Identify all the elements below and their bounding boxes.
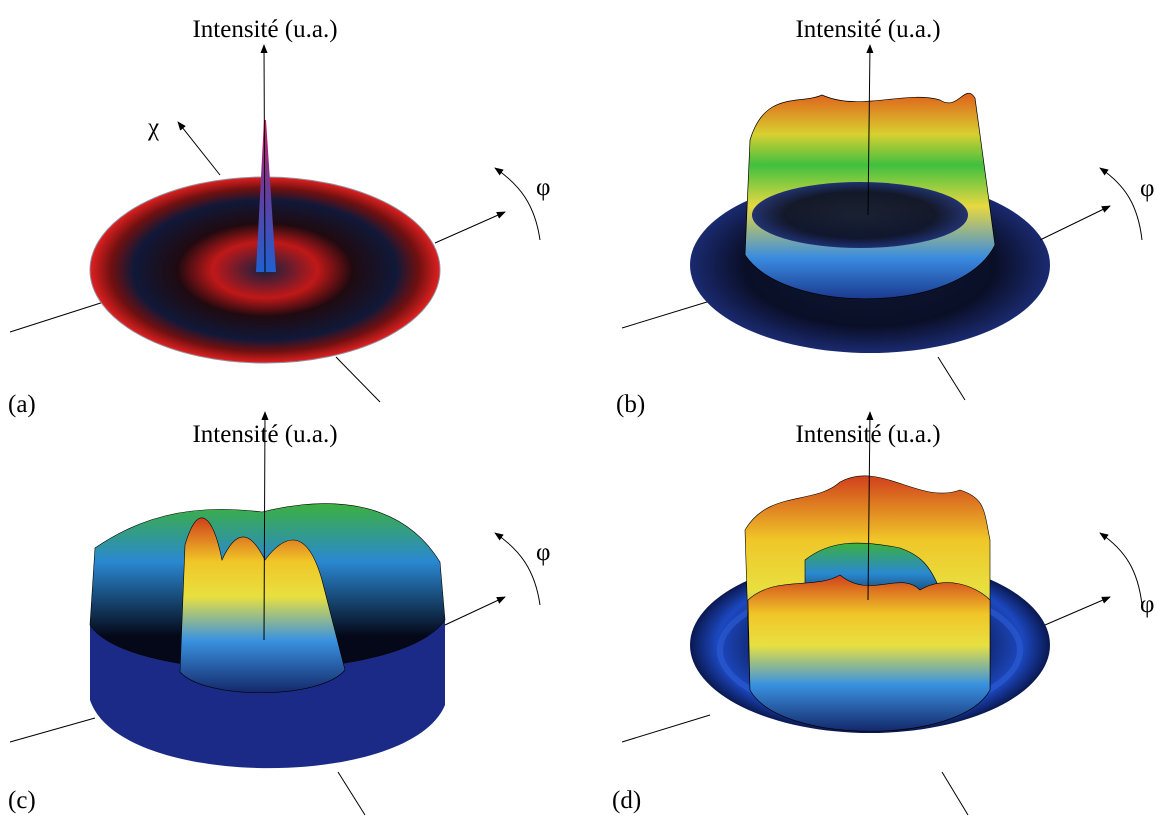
- panel-label: (b): [616, 391, 645, 418]
- phi-label: φ: [1140, 175, 1154, 202]
- panel-label: (c): [8, 787, 36, 814]
- panel-c: Intensité (u.a.) φ (c): [8, 411, 550, 816]
- panel-b: Intensité (u.a.) φ (b): [616, 16, 1154, 418]
- phi-label: φ: [536, 539, 550, 566]
- phi-label: φ: [1140, 591, 1154, 618]
- z-axis-label: Intensité (u.a.): [192, 421, 337, 448]
- chi-label: χ: [147, 114, 159, 141]
- panel-label: (a): [8, 391, 36, 418]
- z-axis-label: Intensité (u.a.): [795, 16, 940, 43]
- panel-a: Intensité (u.a.) χ φ (a): [8, 16, 550, 418]
- z-axis-label: Intensité (u.a.): [795, 421, 940, 448]
- panel-label: (d): [612, 787, 641, 814]
- panel-d: Intensité (u.a.) φ (d): [612, 411, 1154, 816]
- phi-label: φ: [536, 174, 550, 201]
- z-axis-label: Intensité (u.a.): [192, 16, 337, 43]
